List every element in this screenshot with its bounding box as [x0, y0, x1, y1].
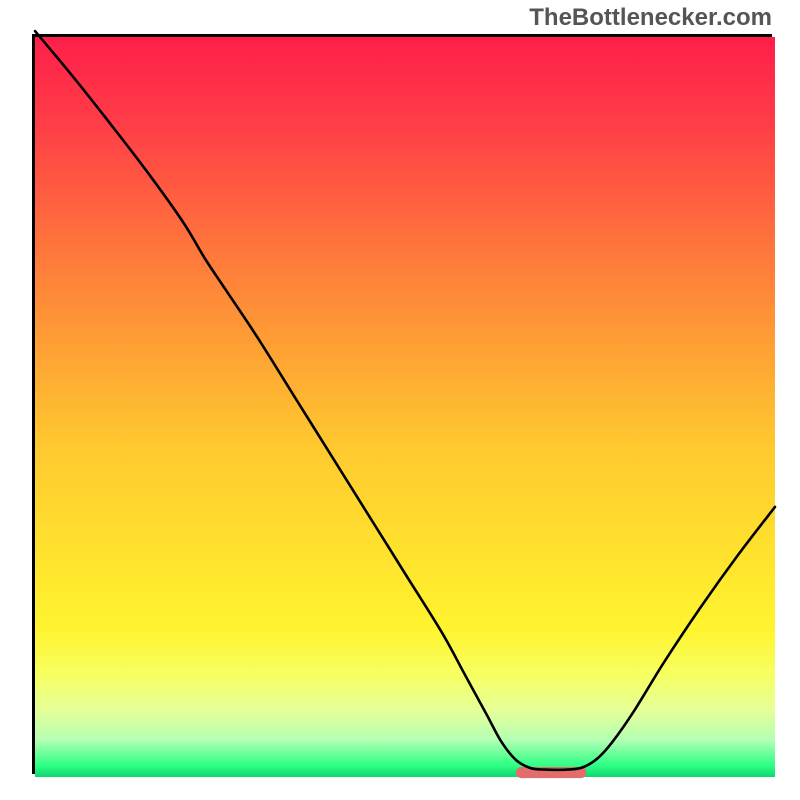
- watermark-text: TheBottlenecker.com: [529, 4, 772, 32]
- plot-area: [32, 34, 772, 774]
- bottleneck-chart: TheBottlenecker.com: [0, 0, 800, 800]
- chart-svg: [35, 37, 775, 777]
- gradient-background: [35, 37, 775, 777]
